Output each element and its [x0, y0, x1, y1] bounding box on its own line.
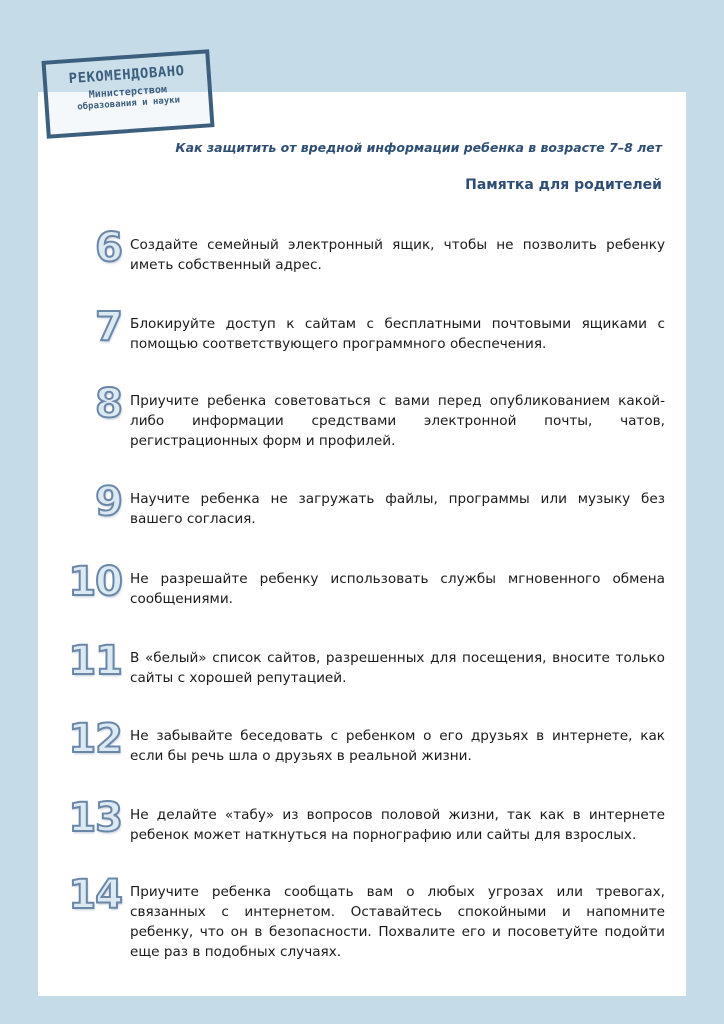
tip-text: Не разрешайте ребенку использовать служб… — [130, 571, 665, 607]
tip-number: 6 — [94, 224, 124, 272]
tip-number: 8 — [94, 380, 124, 428]
tip-number: 14 — [67, 871, 124, 919]
tip-number: 11 — [67, 637, 124, 685]
tip-text: Создайте семейный электронный ящик, чтоб… — [130, 237, 665, 273]
tip-number: 7 — [94, 303, 124, 351]
tip-text: В «белый» список сайтов, разрешенных для… — [130, 650, 665, 686]
tip-number: 13 — [67, 794, 124, 842]
document-subtitle: Как защитить от вредной информации ребен… — [175, 140, 662, 155]
tip-number: 10 — [67, 558, 124, 606]
tip-number: 9 — [94, 478, 124, 526]
tip-text: Блокируйте доступ к сайтам с бесплатными… — [130, 316, 665, 352]
tip-text: Не делайте «табу» из вопросов половой жи… — [130, 807, 665, 843]
document-title: Памятка для родителей — [465, 177, 662, 193]
tip-text: Не забывайте беседовать с ребенком о его… — [130, 728, 665, 764]
content-panel — [38, 92, 686, 996]
recommended-stamp: РЕКОМЕНДОВАНО Министерством образования … — [41, 49, 215, 139]
tip-text: Приучите ребенка советоваться с вами пер… — [130, 393, 665, 449]
tip-text: Приучите ребенка сообщать вам о любых уг… — [130, 884, 665, 960]
tip-number: 12 — [67, 715, 124, 763]
tip-text: Научите ребенка не загружать файлы, прог… — [130, 491, 665, 527]
